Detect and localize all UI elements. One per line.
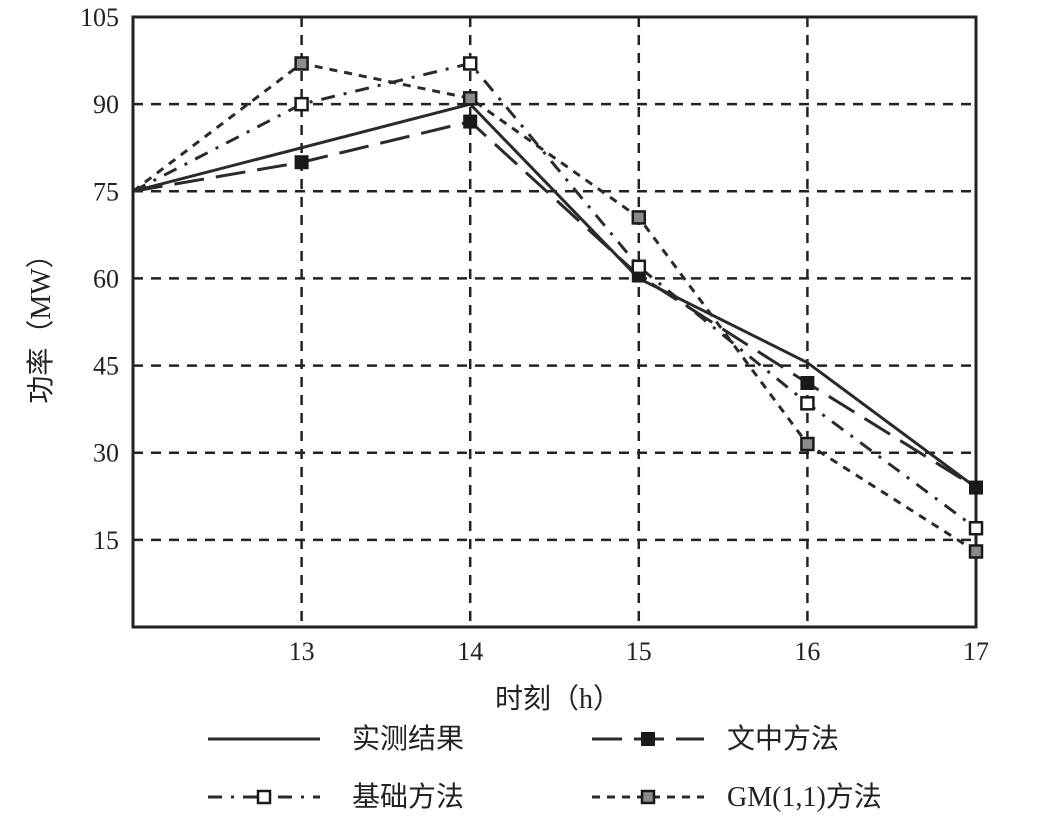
- axis-ticks: 13 14 15 16 17 15 30 45 60 75 90 105: [80, 3, 989, 666]
- data-point-series-2: [969, 480, 983, 495]
- legend-marker-2: [641, 732, 655, 746]
- y-tick-label: 90: [93, 90, 119, 119]
- data-point-series-2: [463, 114, 478, 129]
- series-line-3: [132, 61, 977, 530]
- x-tick-label: 14: [457, 637, 483, 666]
- x-tick-label: 15: [626, 637, 652, 666]
- y-tick-label: 15: [93, 526, 119, 555]
- series-line-4: [132, 61, 977, 553]
- y-axis-title: 功率（MW）: [25, 240, 57, 403]
- data-point-series-3: [968, 520, 984, 536]
- data-point-series-4: [462, 91, 478, 106]
- series-line-1: [132, 102, 977, 489]
- data-point-series-4: [294, 56, 309, 71]
- data-point-series-3: [462, 56, 478, 71]
- y-tick-label: 30: [93, 439, 119, 468]
- data-point-series-2: [800, 376, 815, 390]
- x-tick-label: 17: [963, 637, 989, 666]
- legend-label-2: 文中方法: [727, 723, 839, 755]
- series-lines: [132, 61, 977, 553]
- data-point-series-4: [968, 544, 984, 559]
- legend-label-4: GM(1,1)方法: [727, 781, 882, 813]
- x-tick-label: 13: [289, 637, 315, 666]
- legend-label-3: 基础方法: [352, 781, 464, 813]
- y-tick-label: 75: [93, 177, 119, 206]
- legend-marker-4: [640, 789, 656, 805]
- series-line-2: [132, 120, 977, 489]
- y-tick-label: 45: [93, 352, 119, 381]
- legend-label-1: 实测结果: [352, 723, 464, 755]
- data-point-series-2: [294, 155, 309, 170]
- grid-lines: [133, 15, 978, 627]
- plot-frame: [131, 15, 978, 629]
- legend-marker-3: [256, 789, 272, 805]
- data-point-series-3: [294, 96, 309, 112]
- data-point-series-3: [631, 259, 647, 275]
- x-axis-title: 时刻（h）: [495, 683, 621, 715]
- data-point-series-4: [800, 436, 815, 452]
- data-point-series-3: [800, 396, 815, 411]
- x-tick-label: 16: [794, 637, 820, 666]
- y-tick-label: 60: [93, 264, 119, 293]
- y-tick-label: 105: [80, 3, 119, 32]
- data-point-series-4: [631, 210, 647, 225]
- series-markers: [294, 56, 984, 559]
